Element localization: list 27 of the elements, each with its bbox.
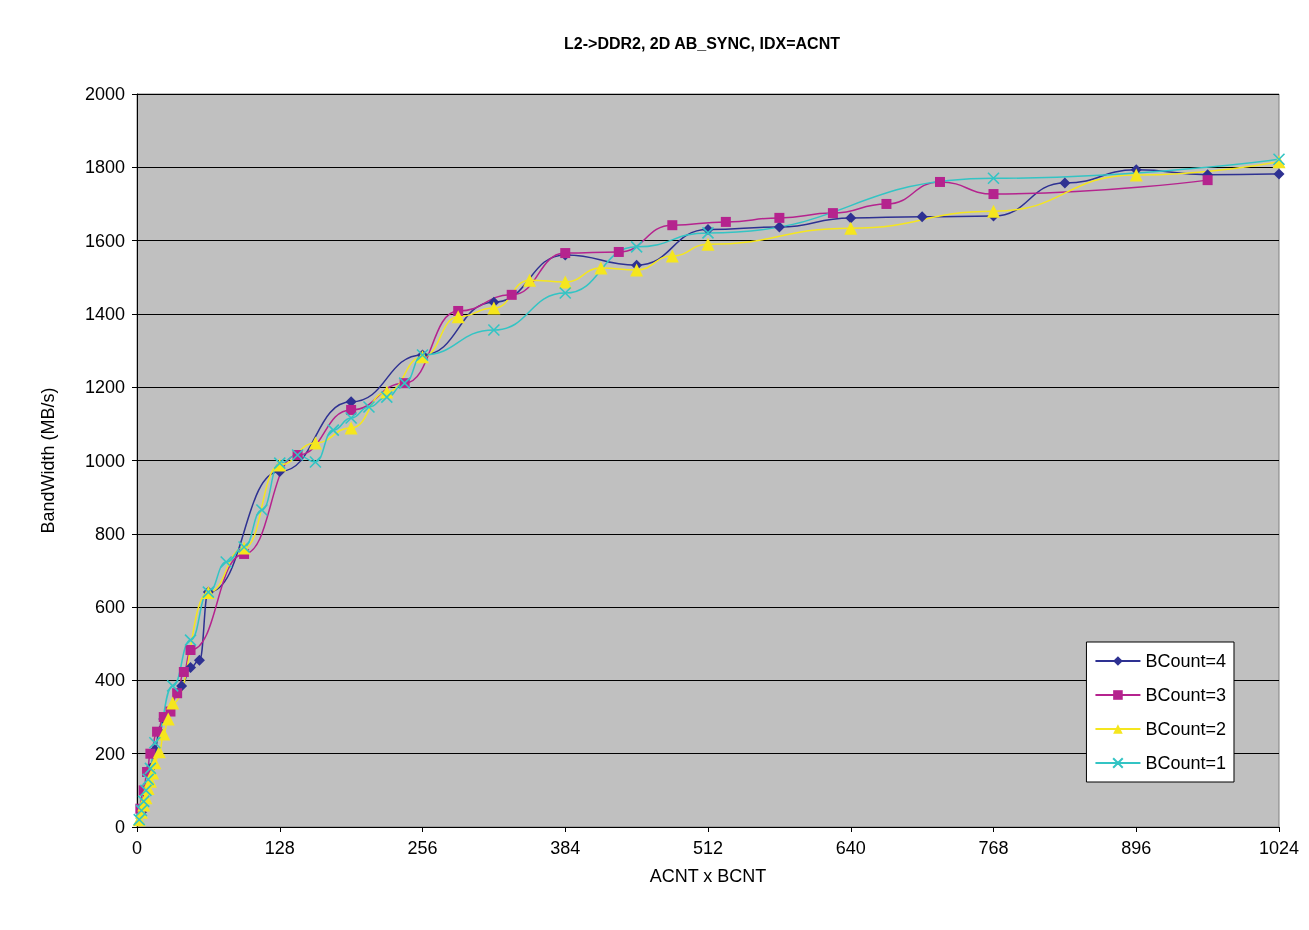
chart-title: L2->DDR2, 2D AB_SYNC, IDX=ACNT	[564, 34, 841, 52]
y-axis-title: BandWidth (MB/s)	[38, 387, 58, 534]
legend-label: BCount=4	[1145, 651, 1226, 671]
y-tick-label: 400	[94, 670, 125, 691]
y-tick-label: 1600	[84, 230, 125, 251]
legend-label: BCount=3	[1145, 685, 1226, 705]
y-tick-label: 1200	[84, 377, 125, 398]
y-tick-label: 600	[94, 597, 125, 618]
y-tick-label: 2000	[84, 84, 125, 104]
x-tick-label: 896	[1121, 838, 1152, 858]
x-axis-title: ACNT x BCNT	[649, 866, 767, 886]
y-tick-label: 1000	[84, 450, 125, 471]
x-tick-label: 512	[692, 838, 724, 858]
x-tick-label: 384	[550, 838, 581, 858]
y-tick-label: 1800	[84, 157, 125, 178]
y-tick-label: 200	[94, 743, 125, 764]
x-tick-label: 0	[131, 838, 143, 858]
legend-label: BCount=1	[1145, 753, 1226, 773]
y-tick-label: 0	[114, 817, 125, 837]
x-tick-label: 256	[407, 838, 438, 858]
y-tick-label: 1400	[84, 303, 125, 324]
x-tick-label: 640	[835, 838, 866, 858]
legend-label: BCount=2	[1145, 719, 1226, 739]
y-tick-label: 800	[94, 523, 125, 544]
x-tick-label: 768	[978, 838, 1009, 858]
x-tick-label: 1024	[1258, 838, 1300, 858]
x-tick-label: 128	[264, 838, 295, 858]
